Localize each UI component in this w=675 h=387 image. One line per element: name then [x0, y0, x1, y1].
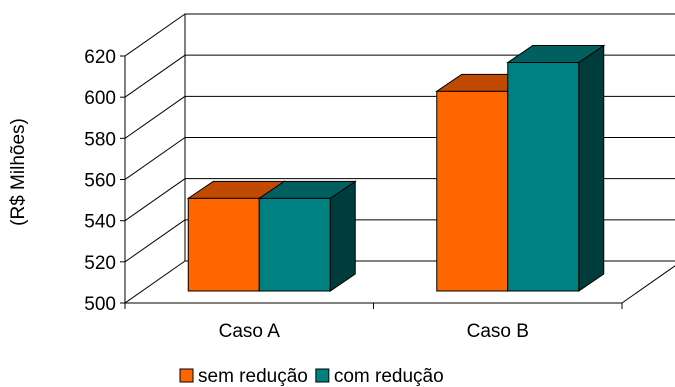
- gridline-side: [124, 13, 186, 57]
- bar-front: [436, 90, 509, 292]
- bar: [506, 44, 606, 292]
- bar-front: [187, 197, 260, 292]
- floor-left-edge: [124, 260, 186, 304]
- legend-swatch: [179, 368, 194, 383]
- bar-front: [258, 197, 331, 292]
- legend-swatch: [315, 368, 330, 383]
- category-labels: Caso A Caso B: [219, 321, 529, 342]
- y-tick-label: 520: [84, 253, 116, 274]
- bar-side: [329, 180, 356, 292]
- legend-item: com redução: [315, 366, 444, 387]
- legend-item: sem redução: [179, 366, 308, 387]
- bar-front: [507, 62, 580, 292]
- bar: [257, 180, 357, 292]
- legend-label: com redução: [334, 366, 444, 387]
- bar-side: [578, 44, 605, 292]
- gridline-side: [124, 54, 186, 98]
- y-tick-label: 580: [84, 129, 116, 150]
- y-tick-label: 560: [84, 171, 116, 192]
- gridline-side: [124, 178, 186, 222]
- y-tick-label: 540: [84, 212, 116, 233]
- bars: [186, 44, 606, 292]
- gridline-side: [124, 219, 186, 263]
- gridline-side: [124, 95, 186, 139]
- y-tick-label: 500: [84, 294, 116, 315]
- floor-right-edge: [621, 265, 675, 304]
- category-label: Caso A: [219, 321, 281, 342]
- gridline-side: [124, 137, 186, 180]
- category-label: Caso B: [467, 321, 529, 342]
- legend-label: sem redução: [198, 366, 308, 387]
- y-tick-label: 600: [84, 88, 116, 109]
- y-tick-labels: 500 520 540 560 580 600 620: [84, 47, 116, 315]
- legend: sem redução com redução: [179, 366, 444, 387]
- y-tick-label: 620: [84, 47, 116, 68]
- y-axis-label: (R$ Milhões): [8, 118, 29, 226]
